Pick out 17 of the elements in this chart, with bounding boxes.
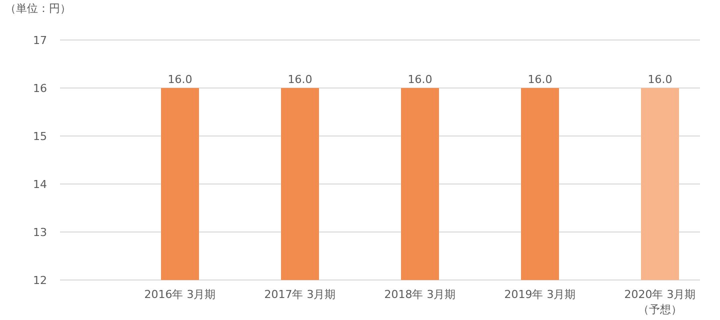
y-tick-label: 16 bbox=[33, 82, 47, 95]
y-tick-label: 12 bbox=[33, 274, 47, 287]
y-tick-label: 14 bbox=[33, 178, 47, 191]
x-tick-label: 2018年 3月期 bbox=[384, 288, 456, 301]
data-label: 16.0 bbox=[168, 73, 192, 86]
y-tick-label: 13 bbox=[33, 226, 47, 239]
x-tick-label: 2019年 3月期 bbox=[504, 288, 576, 301]
data-label: 16.0 bbox=[648, 73, 672, 86]
data-label: 16.0 bbox=[528, 73, 552, 86]
x-tick-label: 2020年 3月期（予想） bbox=[624, 288, 696, 316]
x-tick-label: 2016年 3月期 bbox=[144, 288, 216, 301]
y-axis-title: （単位：円） bbox=[5, 2, 71, 15]
data-label: 16.0 bbox=[288, 73, 312, 86]
data-label: 16.0 bbox=[408, 73, 432, 86]
x-tick-label: 2017年 3月期 bbox=[264, 288, 336, 301]
y-tick-label: 15 bbox=[33, 130, 47, 143]
y-tick-label: 17 bbox=[33, 34, 47, 47]
